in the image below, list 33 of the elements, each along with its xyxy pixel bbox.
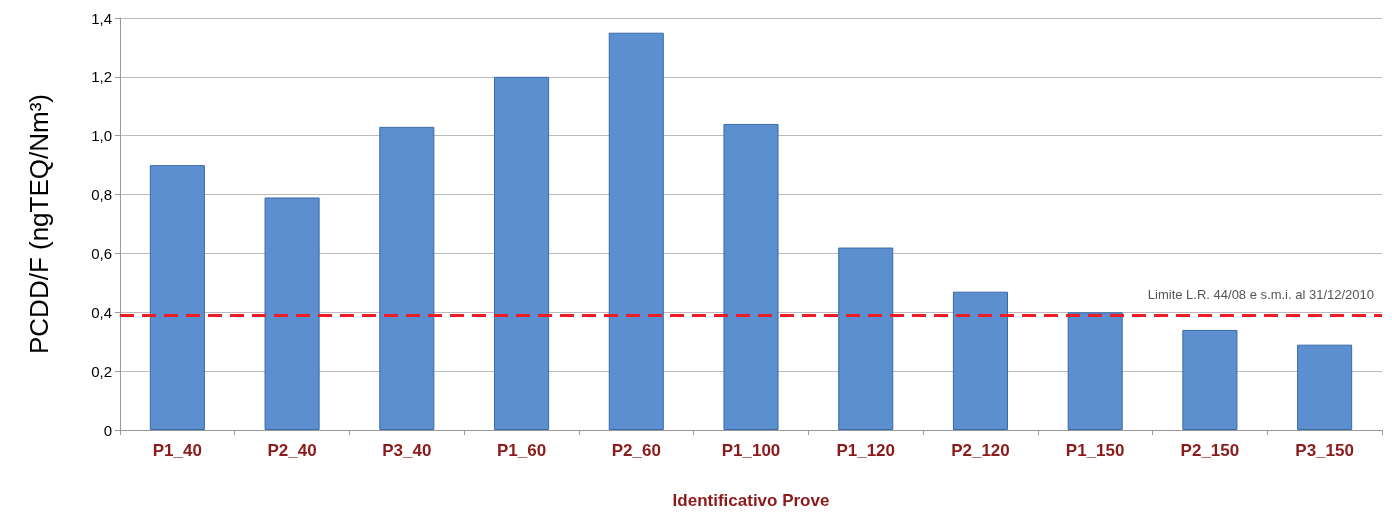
y-tick-label: 0	[103, 421, 112, 439]
x-tick-label: P2_120	[951, 441, 1010, 460]
y-tick-label: 0,4	[91, 303, 112, 321]
x-tick-label: P2_40	[267, 441, 317, 460]
bar	[494, 76, 550, 430]
bar	[608, 32, 664, 430]
bar	[1182, 329, 1238, 430]
bar	[379, 126, 435, 430]
x-tick-label: P1_60	[496, 441, 547, 460]
y-tick-label: 0,8	[91, 186, 112, 204]
bar	[1067, 312, 1123, 430]
x-tick-label: P2_60	[611, 441, 661, 460]
x-tick-label: P3_150	[1295, 441, 1354, 460]
bar	[952, 291, 1008, 430]
x-tick-label: P1_150	[1065, 441, 1125, 460]
y-tick-label: 0,2	[91, 362, 112, 380]
x-axis-title: Identificativo Prove	[672, 491, 830, 510]
y-tick-label: 1,4	[91, 9, 112, 27]
bar	[838, 247, 894, 430]
bar	[264, 197, 320, 430]
y-tick-label: 1,0	[91, 127, 112, 145]
y-tick-label: 1,2	[91, 68, 112, 86]
x-tick-label: P3_40	[382, 441, 432, 460]
x-tick-label: P1_40	[152, 441, 202, 460]
bar	[1297, 344, 1353, 430]
ref-line-label: Limite L.R. 44/08 e s.m.i. al 31/12/2010	[1147, 287, 1374, 303]
y-tick-label: 0,6	[91, 244, 112, 262]
bar	[149, 165, 205, 430]
bar	[723, 123, 779, 430]
x-tick-label: P2_150	[1180, 441, 1240, 460]
x-tick-label: P1_100	[721, 441, 781, 460]
y-axis-title: PCDD/F (ngTEQ/Nm³)	[24, 94, 54, 354]
x-tick-label: P1_120	[836, 441, 896, 460]
